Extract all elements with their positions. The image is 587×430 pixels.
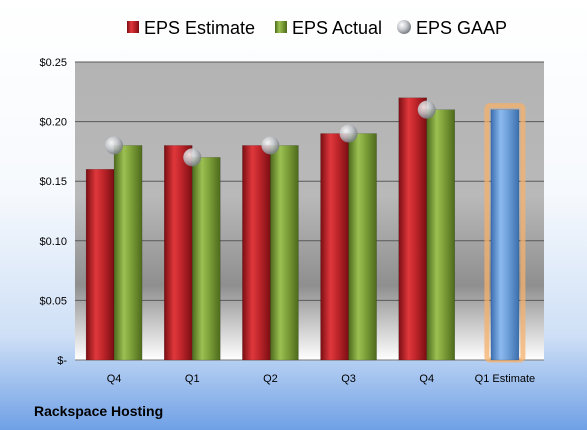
- bar-eps-actual: [426, 109, 455, 361]
- legend-label-eps-gaap: EPS GAAP: [416, 18, 507, 38]
- legend-swatch-eps-estimate: [127, 21, 139, 33]
- y-axis: $- $0.05 $0.10 $0.15 $0.20 $0.25: [39, 57, 544, 367]
- bars: [85, 97, 526, 363]
- y-tick-label: $0.20: [39, 117, 67, 129]
- plot-area: [75, 62, 544, 360]
- bar-eps-actual: [270, 145, 299, 361]
- bar-eps-estimate: [398, 97, 427, 361]
- bar-eps-estimate: [85, 169, 115, 361]
- marker-eps-gaap: [417, 100, 436, 119]
- marker-eps-gaap: [339, 124, 358, 143]
- company-name: Rackspace Hosting: [34, 403, 163, 419]
- y-tick-label: $-: [57, 355, 67, 367]
- bar-eps-actual: [113, 145, 143, 361]
- y-tick-label: $0.25: [39, 57, 67, 69]
- gaap-markers: [105, 100, 436, 167]
- x-axis: Q4 Q1 Q2 Q3 Q4 Q1 Estimate: [107, 373, 535, 385]
- marker-eps-gaap: [105, 136, 124, 155]
- x-tick-label: Q4: [419, 373, 434, 385]
- x-tick-label: Q3: [341, 373, 356, 385]
- marker-eps-gaap: [261, 136, 280, 155]
- legend-item-eps-estimate: EPS Estimate: [127, 18, 255, 38]
- legend-item-eps-actual: EPS Actual: [275, 18, 382, 38]
- bar-eps-estimate: [164, 145, 193, 361]
- bar-q1-estimate: [490, 109, 520, 361]
- legend-item-eps-gaap: EPS GAAP: [397, 18, 507, 38]
- bar-eps-estimate: [242, 145, 271, 361]
- x-tick-label: Q2: [263, 373, 278, 385]
- marker-eps-gaap: [183, 148, 202, 167]
- y-tick-label: $0.10: [39, 236, 67, 248]
- gridlines: [75, 61, 544, 301]
- y-tick-label: $0.15: [39, 176, 67, 188]
- bar-eps-actual: [348, 133, 377, 361]
- x-tick-label: Q1 Estimate: [475, 373, 536, 385]
- y-tick-label: $0.05: [39, 295, 67, 307]
- legend-swatch-eps-gaap: [397, 20, 411, 34]
- bar-eps-actual: [192, 157, 221, 361]
- x-tick-label: Q4: [107, 373, 122, 385]
- chart-legend: EPS Estimate EPS Actual EPS GAAP: [127, 18, 507, 38]
- bar-eps-estimate: [320, 133, 349, 361]
- legend-swatch-eps-actual: [275, 21, 287, 33]
- x-tick-label: Q1: [185, 373, 200, 385]
- legend-label-eps-estimate: EPS Estimate: [144, 18, 255, 38]
- legend-label-eps-actual: EPS Actual: [292, 18, 382, 38]
